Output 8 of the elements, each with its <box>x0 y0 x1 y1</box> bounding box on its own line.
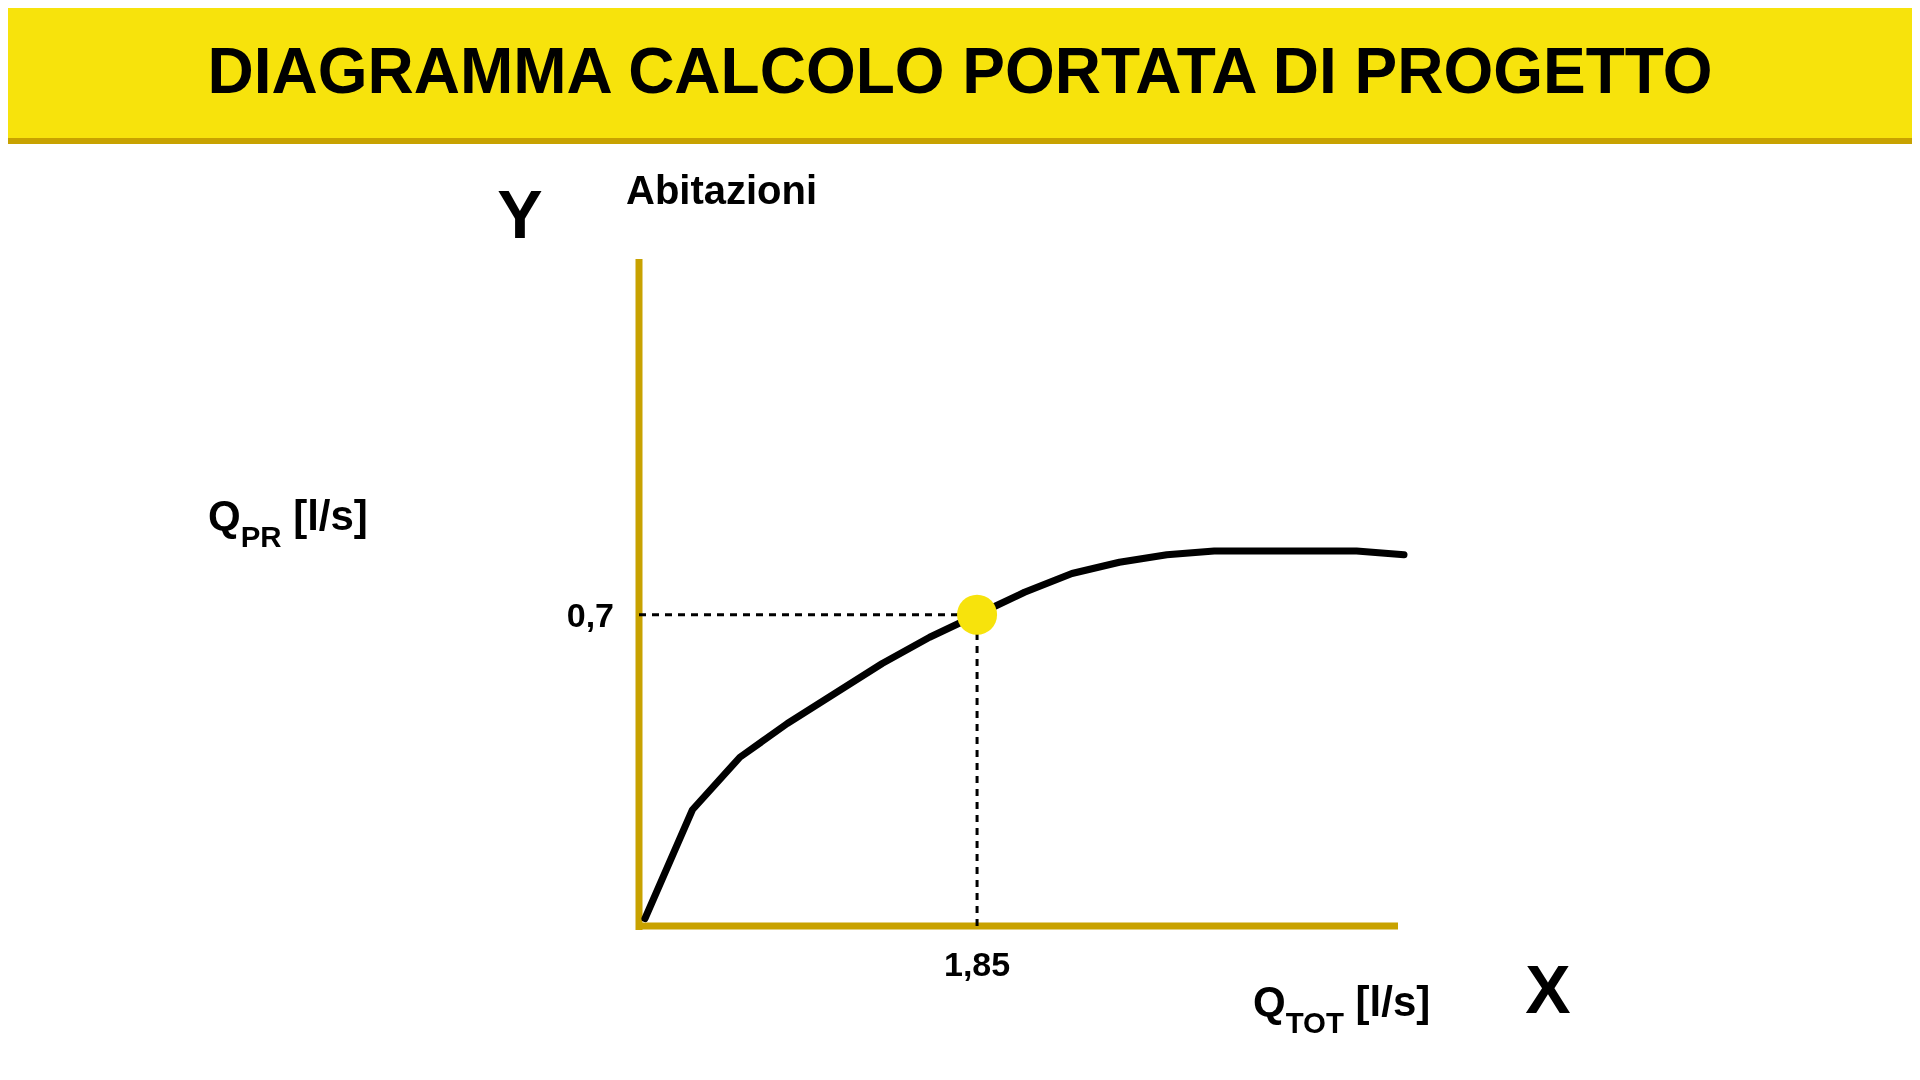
chart-subtitle: Abitazioni <box>626 168 818 212</box>
text: 0,7 <box>566 595 614 634</box>
x-axis-title: Q$_{TOT}$ [l/s] <box>1253 978 1431 1039</box>
text: 1,85 <box>943 945 1011 983</box>
text: Q$_{PR}$ [l/s] <box>208 492 368 553</box>
text: X <box>1525 951 1571 1027</box>
text: Y <box>497 176 543 252</box>
chart-title: DIAGRAMMA CALCOLO PORTATA DI PROGETTO <box>207 35 1713 107</box>
